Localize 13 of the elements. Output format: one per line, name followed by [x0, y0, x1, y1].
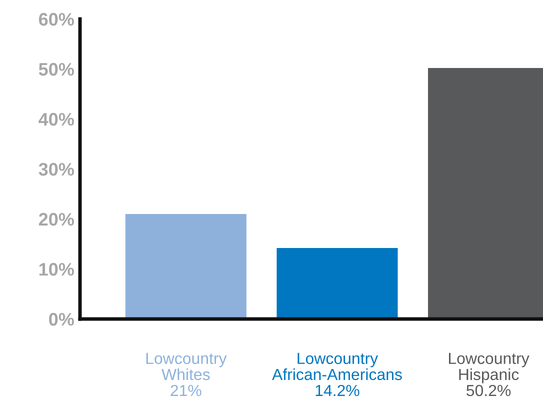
y-tick-label: 40%	[38, 112, 74, 126]
y-tick-label: 20%	[38, 212, 74, 226]
y-tick-label: 10%	[39, 262, 74, 276]
x-tick-label: Lowcountry Hispanic	[449, 352, 530, 384]
y-tick-label: 30%	[38, 162, 74, 176]
data-label: 50.2%	[466, 384, 511, 396]
data-label: 14.2%	[316, 384, 360, 396]
x-tick-label: Lowcountry African-Americans	[272, 352, 402, 380]
y-tick-label: 60%	[38, 12, 74, 26]
y-tick-label: 50%	[38, 62, 74, 76]
y-tick-label: 0%	[49, 312, 74, 326]
data-label: 21%	[170, 384, 202, 396]
x-tick-label: Lowcountry Whites	[146, 352, 227, 380]
